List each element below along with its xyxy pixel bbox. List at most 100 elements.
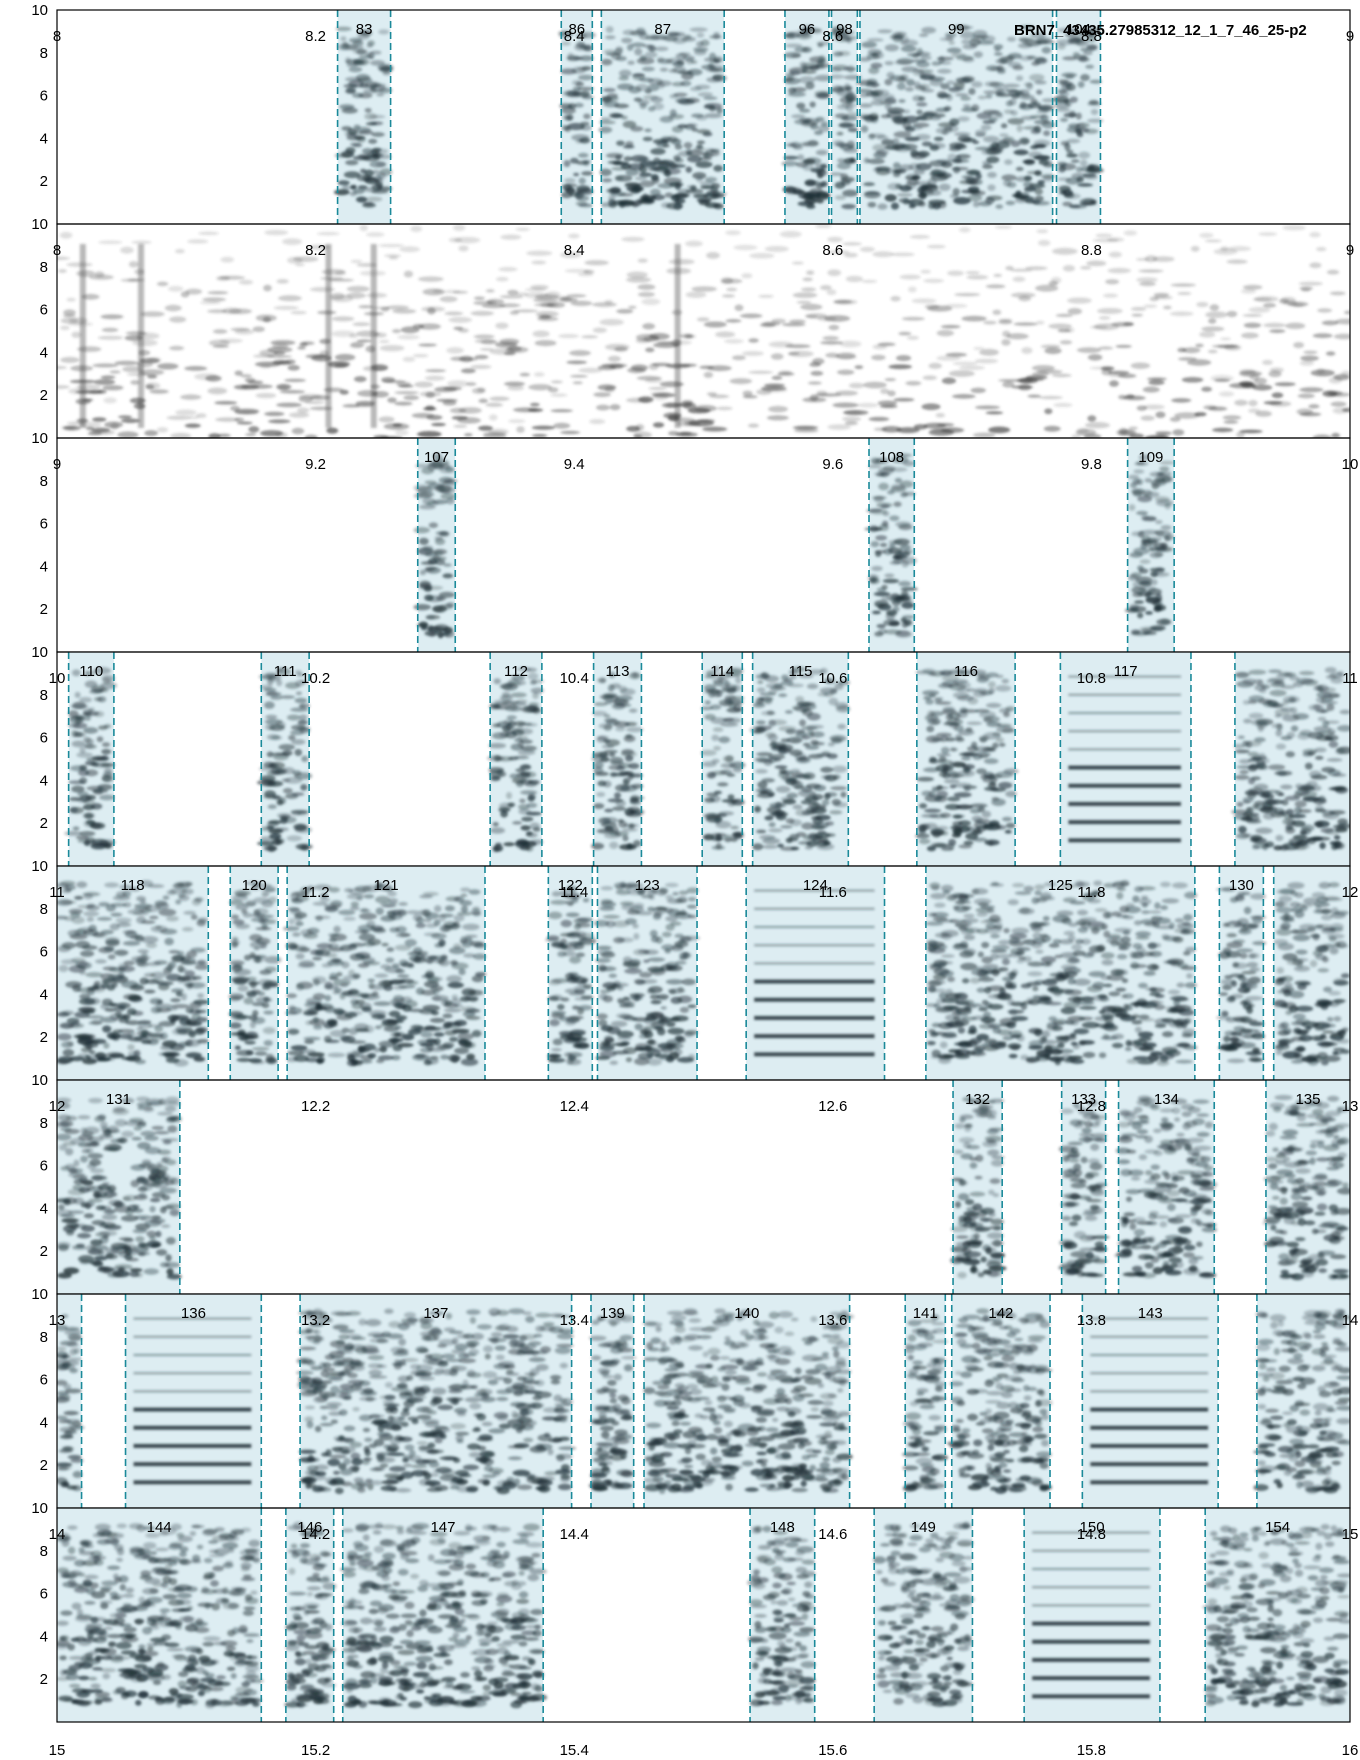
segment-label: 109 [1138,449,1163,466]
x-tick-label: 12.4 [560,1098,589,1115]
x-tick-label: 9.4 [564,456,585,473]
x-tick-label: 9 [53,456,61,473]
x-tick-label: 13.8 [1077,1312,1106,1329]
segment-box [125,1294,262,1508]
x-tick-label: 10 [49,670,66,687]
x-tick-label: 8.2 [305,242,326,259]
x-tick-label: 15.4 [560,1742,589,1759]
y-tick-label: 2 [40,387,48,404]
segment-edges [67,652,1236,866]
x-tick-label: 15 [49,1742,66,1759]
y-tick-label: 6 [40,88,48,105]
y-tick-label: 4 [40,130,48,147]
x-tick-label: 9 [1346,28,1354,45]
segment-label: 111 [274,663,297,680]
segment-label: 125 [1048,877,1073,894]
y-tick-label: 2 [40,1671,48,1688]
segment-label: 123 [635,877,660,894]
spectrogram-ink [333,24,1104,211]
y-tick-label: 10 [31,644,48,661]
segment-label: 120 [242,877,267,894]
segment-label: 107 [424,449,449,466]
segment-label: 132 [965,1091,990,1108]
y-tick-label: 10 [31,1286,48,1303]
y-tick-label: 6 [40,516,48,533]
segment-label: 139 [600,1305,625,1322]
x-tick-label: 12 [1342,884,1359,901]
y-tick-label: 10 [31,430,48,447]
y-tick-label: 8 [40,45,48,62]
x-tick-label: 13 [49,1312,66,1329]
y-tick-label: 10 [31,1072,48,1089]
segment-edges [416,438,1175,652]
segment-label: 99 [948,21,965,38]
x-tick-label: 9.2 [305,456,326,473]
y-tick-label: 8 [40,259,48,276]
segment-edges [80,1294,1258,1508]
x-tick-label: 8 [53,28,61,45]
y-tick-label: 10 [31,216,48,233]
spectrogram-ink [413,452,1175,639]
x-tick-label: 8.6 [822,242,843,259]
x-tick-label: 14.6 [818,1526,847,1543]
x-tick-label: 10.8 [1077,670,1106,687]
x-tick-label: 8.2 [305,28,326,45]
y-tick-label: 4 [40,558,48,575]
chart-title: BRN7_43435.27985312_12_1_7_46_25-p2 [1014,22,1307,39]
segment-label: 117 [1114,663,1138,680]
panel-frame [56,1507,1351,1723]
x-tick-label: 15.6 [818,1742,847,1759]
y-tick-label: 6 [40,1158,48,1175]
panel-1: 2 4 6 8 10 8 8.2 8.4 8.6 8.8 9 83 86 87 96 98 99 104 [31,2,1354,225]
panel-2: 2 4 6 8 10 8 8.2 8.4 8.6 8.8 9 [31,216,1354,439]
x-tick-label: 12.8 [1077,1098,1106,1115]
y-tick-label: 2 [40,1029,48,1046]
segment-label: 147 [430,1519,455,1536]
segments [417,438,1175,652]
x-tick-label: 8.8 [1081,28,1102,45]
segment-label: 98 [836,21,853,38]
x-tick-label: 13 [1342,1098,1359,1115]
segment-label: 108 [879,449,904,466]
x-tick-label: 10.6 [818,670,847,687]
y-tick-label: 8 [40,901,48,918]
y-tick-label: 2 [40,815,48,832]
y-tick-label: 6 [40,1372,48,1389]
segment-label: 142 [988,1305,1013,1322]
x-tick-label: 12 [49,1098,66,1115]
x-tick-label: 11.4 [560,884,588,901]
y-tick-label: 4 [40,772,48,789]
x-tick-label: 9.8 [1081,456,1102,473]
y-tick-label: 2 [40,1243,48,1260]
spectrogram-ink [57,224,1350,438]
y-tick-label: 8 [40,1115,48,1132]
y-tick-label: 2 [40,1457,48,1474]
segment-label: 96 [799,21,816,38]
segment-label: 150 [1080,1519,1105,1536]
x-tick-label: 11 [1342,670,1358,687]
segment-label: 140 [734,1305,759,1322]
y-tick-label: 4 [40,344,48,361]
segment-label: 154 [1265,1519,1290,1536]
y-tick-label: 8 [40,687,48,704]
segment-label: 124 [803,877,828,894]
segment-label: 118 [121,877,145,894]
x-tick-label: 14 [1342,1312,1359,1329]
y-tick-label: 4 [40,986,48,1003]
segment-label: 148 [770,1519,795,1536]
x-tick-label: 14.4 [560,1526,589,1543]
segment-edges [336,10,1102,224]
segment-label: 110 [79,663,103,680]
segment-box [746,866,885,1080]
segment-label: 115 [789,663,813,680]
y-tick-label: 2 [40,173,48,190]
x-tick-label: 15.2 [301,1742,330,1759]
x-tick-label: 14.2 [301,1526,330,1543]
segment-label: 116 [954,663,978,680]
segment-label: 104 [1066,21,1091,38]
segment-label: 122 [558,877,583,894]
